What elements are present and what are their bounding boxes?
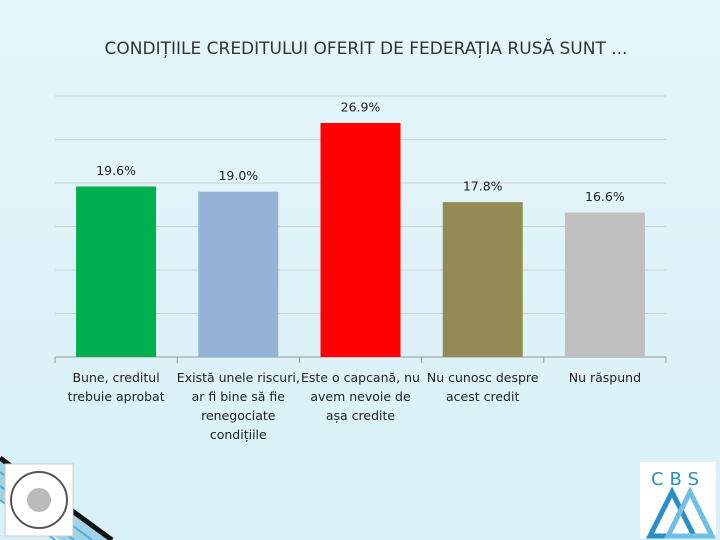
bar — [442, 202, 523, 357]
x-tick-label: Nu răspund — [568, 370, 642, 385]
bar — [76, 186, 157, 357]
bar — [564, 212, 645, 357]
value-label: 26.9% — [341, 99, 381, 114]
value-label: 19.0% — [218, 168, 258, 183]
bar — [320, 122, 401, 357]
decoration — [0, 455, 717, 540]
chart-title: CONDIȚIILE CREDITULUI OFERIT DE FEDERAȚI… — [105, 37, 628, 59]
x-tick-label: Este o capcană, nu avem nevoie de așa cr… — [301, 370, 420, 423]
value-label: 17.8% — [463, 179, 503, 194]
bar — [198, 191, 279, 357]
x-tick-label: Bune, creditul trebuie aprobat — [67, 370, 165, 404]
x-tick-label: Nu cunosc despre acest credit — [426, 370, 539, 404]
value-label: 19.6% — [96, 163, 136, 178]
x-tick-label: Există unele riscuri, ar fi bine să fie … — [176, 370, 300, 442]
value-label: 16.6% — [585, 189, 625, 204]
logo-text: CBS — [651, 469, 705, 490]
